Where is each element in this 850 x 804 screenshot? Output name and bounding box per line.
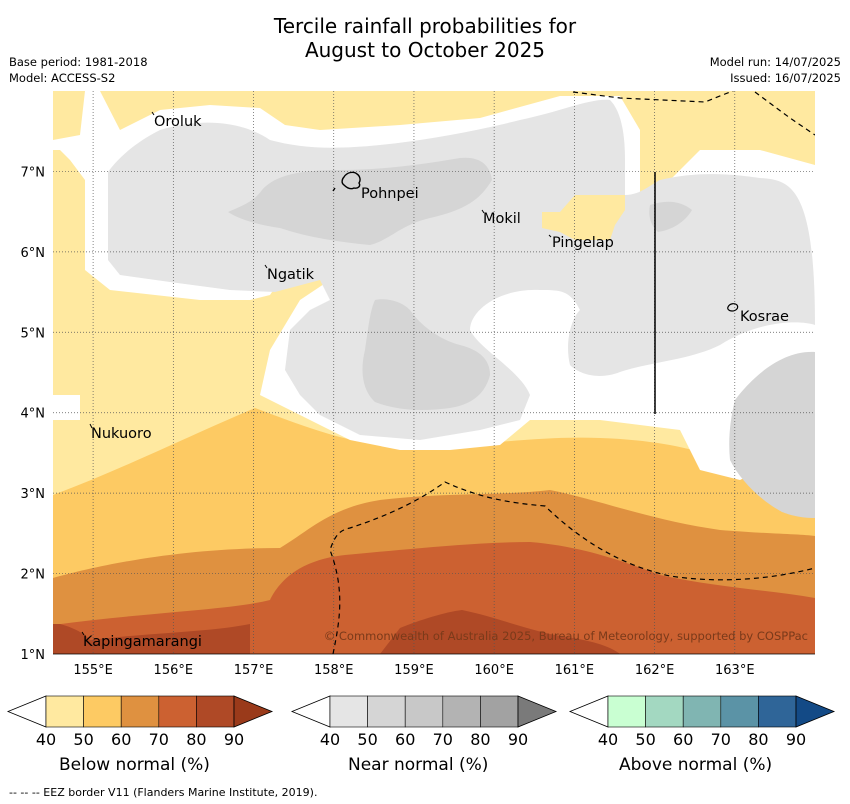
colorbar-tick-label: 80: [470, 730, 490, 749]
colorbar-tick-label: 40: [320, 730, 340, 749]
colorbar-segment: [83, 695, 122, 728]
lon-tick-label: 156°E: [154, 663, 194, 678]
place-markers: [81, 111, 552, 636]
colorbars: 40 50 60 70 80 90 40 50 60 70 80 90 40 50 60 70 80 90: [6, 695, 836, 749]
latitude-ticks: 7°N 6°N 5°N 4°N 3°N 2°N 1°N: [21, 165, 46, 663]
lat-tick-label: 7°N: [21, 165, 46, 180]
colorbar-label-above: Above normal (%): [619, 755, 773, 775]
colorbar-segment: [158, 695, 197, 728]
meta-right: Model run: 14/07/2025 Issued: 16/07/2025: [710, 54, 841, 86]
colorbar-tick-label: 90: [508, 730, 528, 749]
colorbar-min-arrow: [568, 695, 609, 728]
lat-tick-label: 1°N: [21, 648, 46, 663]
colorbar-segment: [367, 695, 406, 728]
label-nukuoro: Nukuoro: [91, 426, 152, 442]
colorbar-tick-label: 50: [635, 730, 655, 749]
colorbar-segment: [404, 695, 444, 728]
colorbar-tick-label: 50: [73, 730, 93, 749]
region-white-west: [53, 395, 80, 420]
colorbar-tick-label: 90: [786, 730, 806, 749]
lon-tick-label: 162°E: [635, 663, 675, 678]
lon-tick-label: 159°E: [394, 663, 434, 678]
colorbar-segment: [720, 695, 759, 728]
base-period: Base period: 1981-2018: [9, 55, 148, 69]
colorbar-segment: [329, 695, 368, 728]
colorbar-tick-label: 80: [748, 730, 768, 749]
eez-border: [329, 91, 815, 654]
colorbar-tick-label: 70: [149, 730, 169, 749]
colorbar-segment: [758, 695, 797, 728]
lon-tick-label: 157°E: [234, 663, 274, 678]
title-line-1: Tercile rainfall probabilities for: [273, 14, 577, 38]
lat-tick-label: 5°N: [21, 326, 46, 341]
place-labels: Oroluk Pohnpei Mokil Pingelap Ngatik Kos…: [83, 114, 789, 650]
colorbar-tick-label: 60: [395, 730, 415, 749]
kosrae-island: [727, 303, 739, 312]
meta-left: Base period: 1981-2018 Model: ACCESS-S2: [9, 54, 148, 86]
issued-date: Issued: 16/07/2025: [730, 71, 841, 85]
lon-tick-label: 158°E: [314, 663, 354, 678]
colorbar-tick-label: 40: [36, 730, 56, 749]
band-below-80: [53, 610, 620, 654]
colorbar-2: 40 50 60 70 80 90: [568, 695, 836, 749]
colorbar-segment: [607, 695, 646, 728]
label-ngatik: Ngatik: [267, 267, 315, 283]
colorbar-label-near: Near normal (%): [348, 755, 489, 775]
label-kosrae: Kosrae: [740, 309, 789, 325]
lon-tick-label: 160°E: [474, 663, 514, 678]
label-mokil: Mokil: [483, 211, 521, 227]
colorbar-segment: [120, 695, 160, 728]
pohnpei-islet: [332, 187, 336, 192]
colorbar-segment: [196, 695, 235, 728]
colorbar-tick-label: 60: [673, 730, 693, 749]
lat-tick-label: 6°N: [21, 246, 46, 261]
colorbar-tick-label: 70: [711, 730, 731, 749]
copyright-text: © Commonwealth of Australia 2025, Bureau…: [324, 629, 808, 643]
colorbar-tick-label: 40: [598, 730, 618, 749]
lon-tick-label: 163°E: [715, 663, 755, 678]
lat-tick-label: 3°N: [21, 487, 46, 502]
map-area: [53, 91, 815, 654]
label-oroluk: Oroluk: [154, 114, 202, 130]
longitude-ticks: 155°E 156°E 157°E 158°E 159°E 160°E 161°E 162°E…: [73, 663, 754, 678]
lat-tick-label: 4°N: [21, 407, 46, 422]
title-line-2: August to October 2025: [304, 38, 546, 62]
label-pingelap: Pingelap: [552, 235, 614, 251]
footnote: -- -- -- EEZ border V11 (Flanders Marine…: [9, 786, 318, 799]
colorbar-segment: [480, 695, 519, 728]
label-pohnpei: Pohnpei: [361, 186, 419, 202]
colorbar-tick-label: 80: [186, 730, 206, 749]
colorbar-segment: [45, 695, 84, 728]
chart-title: Tercile rainfall probabilities for Augus…: [0, 14, 850, 62]
colorbar-max-arrow: [517, 695, 558, 728]
model-run: Model run: 14/07/2025: [709, 55, 841, 69]
colorbar-max-arrow: [795, 695, 836, 728]
band-below-40-pingelap: [542, 195, 625, 240]
colorbar-0: 40 50 60 70 80 90: [6, 695, 274, 749]
lon-tick-label: 161°E: [555, 663, 595, 678]
colorbar-tick-label: 60: [111, 730, 131, 749]
pohnpei-island: [341, 171, 361, 190]
colorbar-min-arrow: [290, 695, 331, 728]
lon-tick-label: 155°E: [73, 663, 113, 678]
colorbar-tick-label: 50: [357, 730, 377, 749]
colorbar-tick-label: 70: [433, 730, 453, 749]
colorbar-segment: [645, 695, 684, 728]
colorbar-min-arrow: [6, 695, 47, 728]
grid: [53, 91, 815, 654]
colorbar-1: 40 50 60 70 80 90: [290, 695, 558, 749]
lat-tick-label: 2°N: [21, 568, 46, 583]
colorbar-segment: [442, 695, 481, 728]
model-name: Model: ACCESS-S2: [9, 71, 116, 85]
band-near-50: [228, 157, 815, 518]
colorbar-max-arrow: [233, 695, 274, 728]
label-kapingamarangi: Kapingamarangi: [83, 634, 202, 650]
colorbar-tick-label: 90: [224, 730, 244, 749]
colorbar-segment: [682, 695, 722, 728]
colorbar-label-below: Below normal (%): [59, 755, 210, 775]
